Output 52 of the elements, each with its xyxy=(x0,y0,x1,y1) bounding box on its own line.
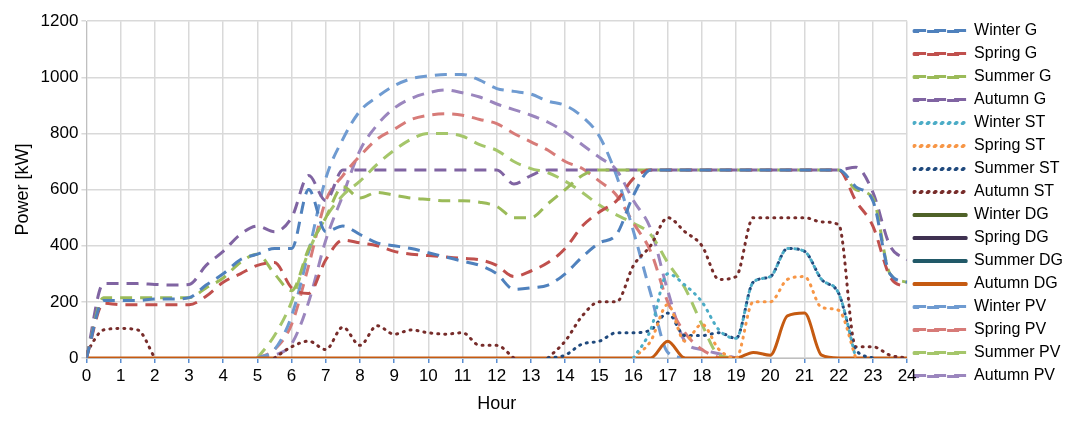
x-tick-label: 24 xyxy=(897,365,917,385)
legend-label: Spring PV xyxy=(974,320,1047,338)
line-series xyxy=(632,247,858,358)
legend-label: Spring G xyxy=(974,44,1038,62)
x-tick-label: 23 xyxy=(863,365,883,385)
y-tick-label: 1000 xyxy=(40,67,79,87)
legend-label: Winter ST xyxy=(974,113,1046,131)
y-tick-label: 600 xyxy=(50,179,79,199)
legend-label: Winter PV xyxy=(974,297,1047,315)
x-tick-label: 20 xyxy=(760,365,780,385)
x-tick-label: 2 xyxy=(150,365,160,385)
x-axis-title: Hour xyxy=(477,393,517,414)
legend-label: Summer DG xyxy=(974,251,1064,269)
legend-label: Spring DG xyxy=(974,228,1049,246)
legend-label: Spring ST xyxy=(974,136,1046,154)
line-series xyxy=(546,247,875,358)
y-tick-label: 0 xyxy=(68,347,79,367)
x-tick-label: 14 xyxy=(555,365,575,385)
legend-label: Winter G xyxy=(974,21,1038,39)
legend-label: Winter DG xyxy=(974,205,1049,223)
y-tick-label: 800 xyxy=(50,123,79,143)
x-tick-label: 22 xyxy=(829,365,849,385)
y-tick-label: 200 xyxy=(50,291,79,311)
x-tick-label: 15 xyxy=(589,365,609,385)
legend-label: Autumn DG xyxy=(974,274,1058,292)
x-tick-label: 19 xyxy=(726,365,746,385)
x-tick-label: 11 xyxy=(453,365,472,385)
y-tick-label: 400 xyxy=(50,235,79,255)
x-tick-label: 10 xyxy=(418,365,438,385)
x-tick-label: 17 xyxy=(658,365,678,385)
legend-label: Summer G xyxy=(974,67,1052,85)
x-tick-label: 21 xyxy=(795,365,814,385)
y-axis-title: Power [kW] xyxy=(11,143,32,236)
legend-label: Autumn ST xyxy=(974,182,1055,200)
x-tick-label: 1 xyxy=(115,365,126,385)
x-tick-label: 5 xyxy=(252,365,263,385)
x-tick-label: 13 xyxy=(521,365,541,385)
y-tick-label: 1200 xyxy=(40,10,79,30)
x-tick-label: 7 xyxy=(321,365,331,385)
legend-label: Summer PV xyxy=(974,343,1061,361)
x-tick-label: 3 xyxy=(184,365,194,385)
x-tick-label: 16 xyxy=(624,365,643,385)
legend-label: Autumn G xyxy=(974,90,1047,108)
x-tick-label: 6 xyxy=(286,365,297,385)
x-tick-label: 0 xyxy=(81,365,92,385)
x-tick-label: 12 xyxy=(487,365,507,385)
x-tick-label: 4 xyxy=(218,365,228,385)
legend-label: Summer ST xyxy=(974,159,1060,177)
x-tick-label: 18 xyxy=(692,365,712,385)
x-tick-label: 9 xyxy=(389,365,399,385)
x-tick-label: 8 xyxy=(355,365,365,385)
legend-label: Autumn PV xyxy=(974,366,1056,384)
